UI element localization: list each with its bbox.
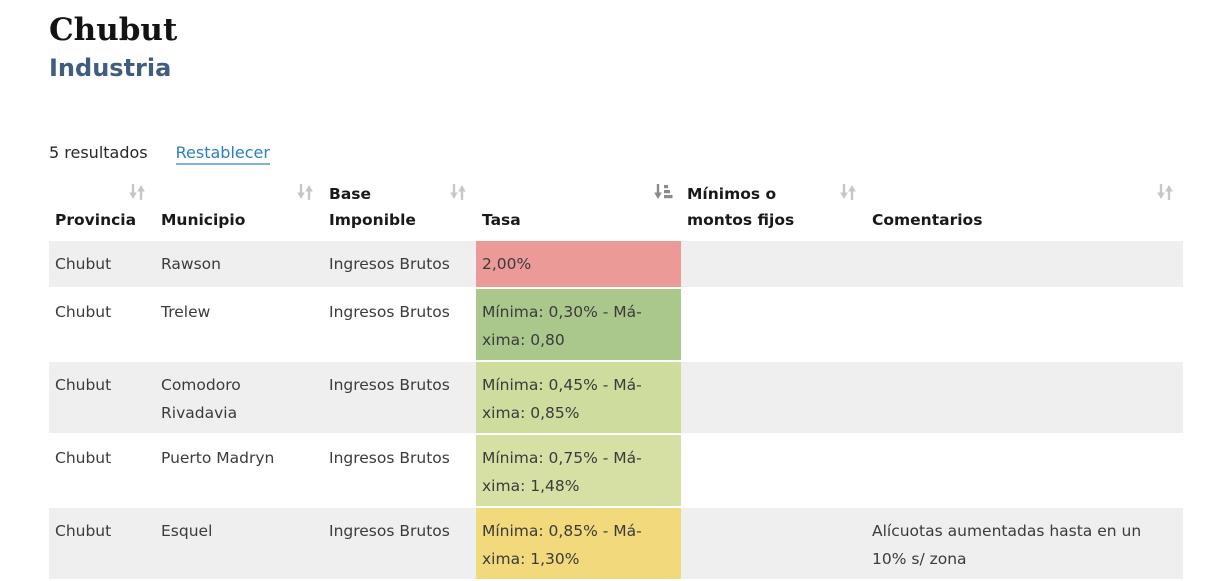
results-table: Provincia Municipio Base Imponible: [49, 177, 1183, 581]
cell-comentarios: Alícuotas aumentadas hasta en un 10% s/ …: [872, 522, 1142, 568]
cell-base-imponible: Ingresos Brutos: [329, 303, 450, 321]
table-row: Chubut Puerto Madryn Ingresos Brutos Mín…: [49, 435, 1183, 506]
table-header-row: Provincia Municipio Base Imponible: [49, 177, 1183, 241]
page-subtitle: Industria: [49, 54, 172, 82]
results-bar: 5 resultados Restablecer: [49, 143, 1183, 165]
sort-icon[interactable]: [1155, 183, 1175, 201]
cell-comentarios: [866, 289, 1183, 360]
cell-comentarios: [866, 241, 1183, 287]
reset-filters-link[interactable]: Restablecer: [175, 143, 270, 165]
cell-provincia: Chubut: [55, 255, 112, 273]
sort-active-icon[interactable]: [653, 183, 673, 201]
column-header-provincia[interactable]: Provincia: [49, 177, 155, 241]
cell-municipio: Rawson: [161, 255, 221, 273]
cell-base-imponible: Ingresos Brutos: [329, 449, 450, 467]
column-label: Municipio: [161, 211, 246, 229]
cell-provincia: Chubut: [55, 376, 112, 394]
page-title: Chubut: [49, 12, 178, 48]
cell-municipio: Puerto Madryn: [161, 449, 275, 467]
cell-tasa: Mínima: 0,30% - Má- xima: 0,80: [476, 289, 681, 360]
sort-icon[interactable]: [448, 183, 468, 201]
sort-icon[interactable]: [127, 183, 147, 201]
column-header-base-imponible[interactable]: Base Imponible: [323, 177, 476, 241]
cell-municipio: Comodoro Rivadavia: [161, 376, 241, 422]
cell-minimos: [681, 435, 866, 506]
cell-base-imponible: Ingresos Brutos: [329, 376, 450, 394]
table-row: Chubut Trelew Ingresos Brutos Mínima: 0,…: [49, 289, 1183, 360]
column-label: Provincia: [55, 211, 137, 229]
column-header-tasa[interactable]: Tasa: [476, 177, 681, 241]
cell-comentarios: [866, 362, 1183, 433]
column-label: Comentarios: [872, 211, 983, 229]
column-label: Tasa: [482, 211, 521, 229]
cell-minimos: [681, 362, 866, 433]
column-header-comentarios[interactable]: Comentarios: [866, 177, 1183, 241]
column-header-minimos[interactable]: Mínimos o montos fijos: [681, 177, 866, 241]
table-row: Chubut Rawson Ingresos Brutos 2,00%: [49, 241, 1183, 287]
cell-tasa: 2,00%: [476, 241, 681, 287]
cell-provincia: Chubut: [55, 522, 112, 540]
cell-minimos: [681, 508, 866, 579]
cell-municipio: Esquel: [161, 522, 213, 540]
results-count: 5 resultados: [49, 143, 148, 162]
table-row: Chubut Esquel Ingresos Brutos Mínima: 0,…: [49, 508, 1183, 579]
cell-base-imponible: Ingresos Brutos: [329, 255, 450, 273]
column-label: Base Imponible: [329, 185, 416, 229]
cell-provincia: Chubut: [55, 303, 112, 321]
cell-municipio: Trelew: [161, 303, 211, 321]
column-label: Mínimos o montos fijos: [687, 185, 795, 229]
table-row: Chubut Comodoro Rivadavia Ingresos Bruto…: [49, 362, 1183, 433]
cell-comentarios: [866, 435, 1183, 506]
cell-tasa: Mínima: 0,45% - Má- xima: 0,85%: [476, 362, 681, 433]
column-header-municipio[interactable]: Municipio: [155, 177, 323, 241]
sort-icon[interactable]: [295, 183, 315, 201]
cell-tasa: Mínima: 0,75% - Má- xima: 1,48%: [476, 435, 681, 506]
cell-minimos: [681, 241, 866, 287]
cell-provincia: Chubut: [55, 449, 112, 467]
sort-icon[interactable]: [838, 183, 858, 201]
cell-minimos: [681, 289, 866, 360]
cell-base-imponible: Ingresos Brutos: [329, 522, 450, 540]
cell-tasa: Mínima: 0,85% - Má- xima: 1,30%: [476, 508, 681, 579]
